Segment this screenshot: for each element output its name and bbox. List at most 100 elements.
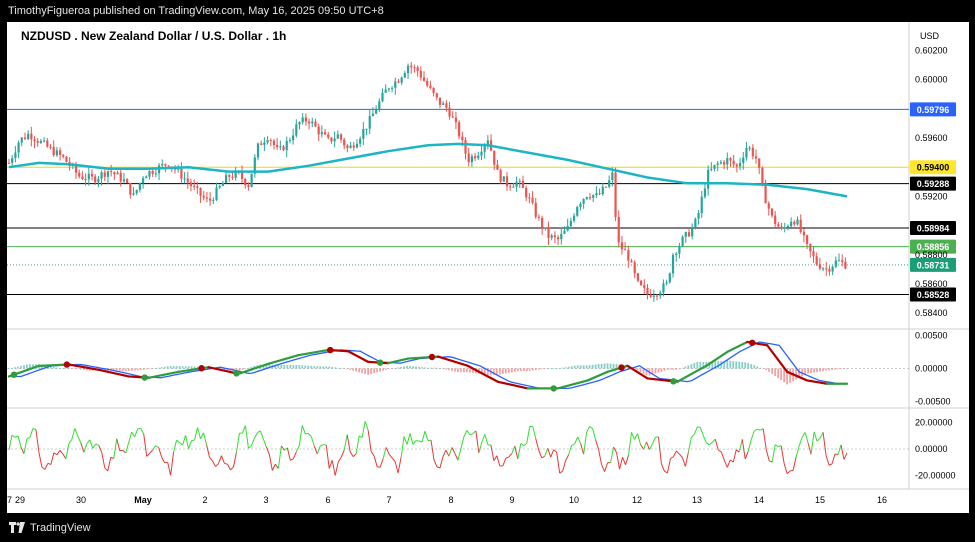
oscillator-2-line-segment	[134, 428, 139, 437]
candle-body	[410, 65, 413, 68]
oscillator-2-line-segment	[32, 427, 37, 430]
candle-body	[253, 157, 256, 174]
candle-body	[231, 176, 234, 178]
oscillator-2: 20.00000 0.00000 -20.00000	[7, 418, 956, 480]
oscillator-1-histogram-bar	[819, 368, 821, 372]
oscillator-1-histogram-bar	[810, 368, 812, 374]
oscillator-2-line-segment	[155, 445, 159, 448]
candle-body	[560, 233, 563, 240]
candle-body	[655, 295, 659, 297]
oscillator-2-line-segment	[697, 426, 701, 428]
chart-panel[interactable]: NZDUSD . New Zealand Dollar / U.S. Dolla…	[7, 22, 969, 513]
oscillator-1-histogram-bar	[430, 367, 432, 369]
tradingview-logo[interactable]: TradingView	[9, 520, 91, 536]
oscillator-1-histogram-bar	[732, 361, 735, 369]
time-axis[interactable]: 29 30 May 2 3 6 7 8 9 10 12 13 14 15 16 17	[7, 495, 887, 505]
oscillator-1-histogram-bar	[720, 360, 723, 369]
time-axis-label: 12	[632, 495, 642, 505]
oscillator-1-histogram-bar	[145, 368, 148, 370]
oscillator-1-histogram-bar	[552, 368, 555, 370]
price-tick-label: 0.58600	[915, 279, 948, 289]
candle-body	[20, 137, 23, 143]
level-badge[interactable]	[910, 287, 956, 302]
level-badge[interactable]	[910, 220, 956, 235]
candle-body	[266, 140, 269, 143]
candle-body	[461, 136, 464, 141]
oscillator-1-histogram-bar	[196, 366, 199, 369]
oscillator-2-line-segment	[436, 466, 441, 469]
oscillator-2-line-segment	[798, 437, 803, 447]
candle-body	[483, 144, 486, 152]
level-badge[interactable]	[910, 176, 956, 191]
price-axis[interactable]: 0.60200 0.60000 0.59600 0.59200 0.58600 0.584…	[915, 45, 948, 318]
candle-body	[244, 178, 247, 186]
oscillator-2-line-segment	[379, 458, 384, 468]
oscillator-2-line-segment	[95, 443, 100, 446]
oscillator-2-line-segment	[382, 447, 387, 459]
oscillator-1-histogram-bar	[415, 366, 417, 369]
candle-body	[464, 140, 467, 154]
candle-body	[438, 97, 442, 105]
oscillator-1-histogram-bar	[166, 366, 169, 369]
candle-body	[544, 227, 547, 229]
price-tick-label: 0.58400	[915, 308, 948, 318]
oscillator-2-line-segment	[41, 466, 46, 470]
oscillator-2-line-segment	[47, 462, 52, 465]
oscillator-2-line-segment	[113, 438, 118, 459]
oscillator-1-histogram-bar	[307, 365, 310, 369]
oscillator-1-histogram-bar	[561, 367, 564, 369]
oscillator-1-histogram-bar	[376, 368, 379, 373]
oscillator-1-histogram-bar	[55, 367, 58, 369]
oscillator-2-tick-label: 0.00000	[915, 444, 948, 454]
candle-body	[352, 145, 355, 148]
oscillator-1-histogram-bar	[313, 366, 316, 369]
level-badge[interactable]	[910, 160, 956, 175]
oscillator-1-histogram-bar	[424, 367, 426, 369]
buy-signal-dot	[233, 370, 240, 377]
oscillator-2-line-segment	[400, 436, 405, 458]
oscillator-1-histogram-bar	[439, 368, 441, 369]
oscillator-2-line-segment	[652, 437, 656, 445]
oscillator-2-line-segment	[535, 438, 540, 451]
level-badge[interactable]	[910, 239, 956, 254]
oscillator-2-line-segment	[601, 464, 606, 472]
oscillator-2-line-segment	[259, 430, 264, 440]
candle-body	[502, 176, 505, 182]
candle-body	[215, 187, 218, 200]
candle-body	[346, 145, 349, 148]
oscillator-1-histogram-bar	[382, 368, 385, 371]
oscillator-1-histogram-bar	[702, 361, 705, 369]
candle-body	[751, 147, 754, 157]
horizontal-levels[interactable]: 0.59796 0.59400 0.59288 0.58984 0.58856 0.587…	[7, 102, 956, 302]
oscillator-2-line-segment	[364, 421, 369, 431]
level-badge[interactable]	[910, 102, 956, 117]
oscillator-2-line-segment	[373, 455, 378, 467]
candle-body	[161, 164, 164, 166]
candle-body	[601, 186, 604, 195]
oscillator-1-histogram-bar	[334, 367, 337, 369]
candle-body	[65, 156, 68, 162]
candle-body	[745, 147, 748, 158]
oscillator-2-line-segment	[643, 441, 647, 450]
chart-svg[interactable]: NZDUSD . New Zealand Dollar / U.S. Dolla…	[7, 22, 969, 513]
oscillator-2-line-segment	[574, 436, 579, 445]
candle-body	[218, 186, 221, 188]
oscillator-1-histogram-bar	[522, 368, 525, 372]
level-badge[interactable]	[910, 257, 956, 272]
candle-body	[84, 179, 87, 181]
oscillator-1-histogram-bar	[804, 368, 806, 375]
oscillator-1-histogram-bar	[582, 365, 585, 369]
oscillator-2-line-segment	[634, 433, 638, 440]
oscillator-2-line-segment	[218, 455, 222, 464]
oscillator-1-histogram-bar	[669, 368, 672, 370]
sell-signal-dot	[198, 365, 205, 372]
oscillator-2-line-segment	[424, 431, 429, 441]
oscillator-2-line-segment	[394, 461, 399, 474]
oscillator-2-line-segment	[807, 442, 812, 455]
oscillator-1-histogram-bar	[385, 368, 387, 370]
oscillator-1-histogram-bar	[642, 368, 645, 374]
oscillator-2-line-segment	[412, 440, 417, 445]
candle-body	[454, 117, 458, 123]
oscillator-2-line-segment	[778, 445, 782, 448]
oscillator-2-line-segment	[843, 452, 848, 460]
